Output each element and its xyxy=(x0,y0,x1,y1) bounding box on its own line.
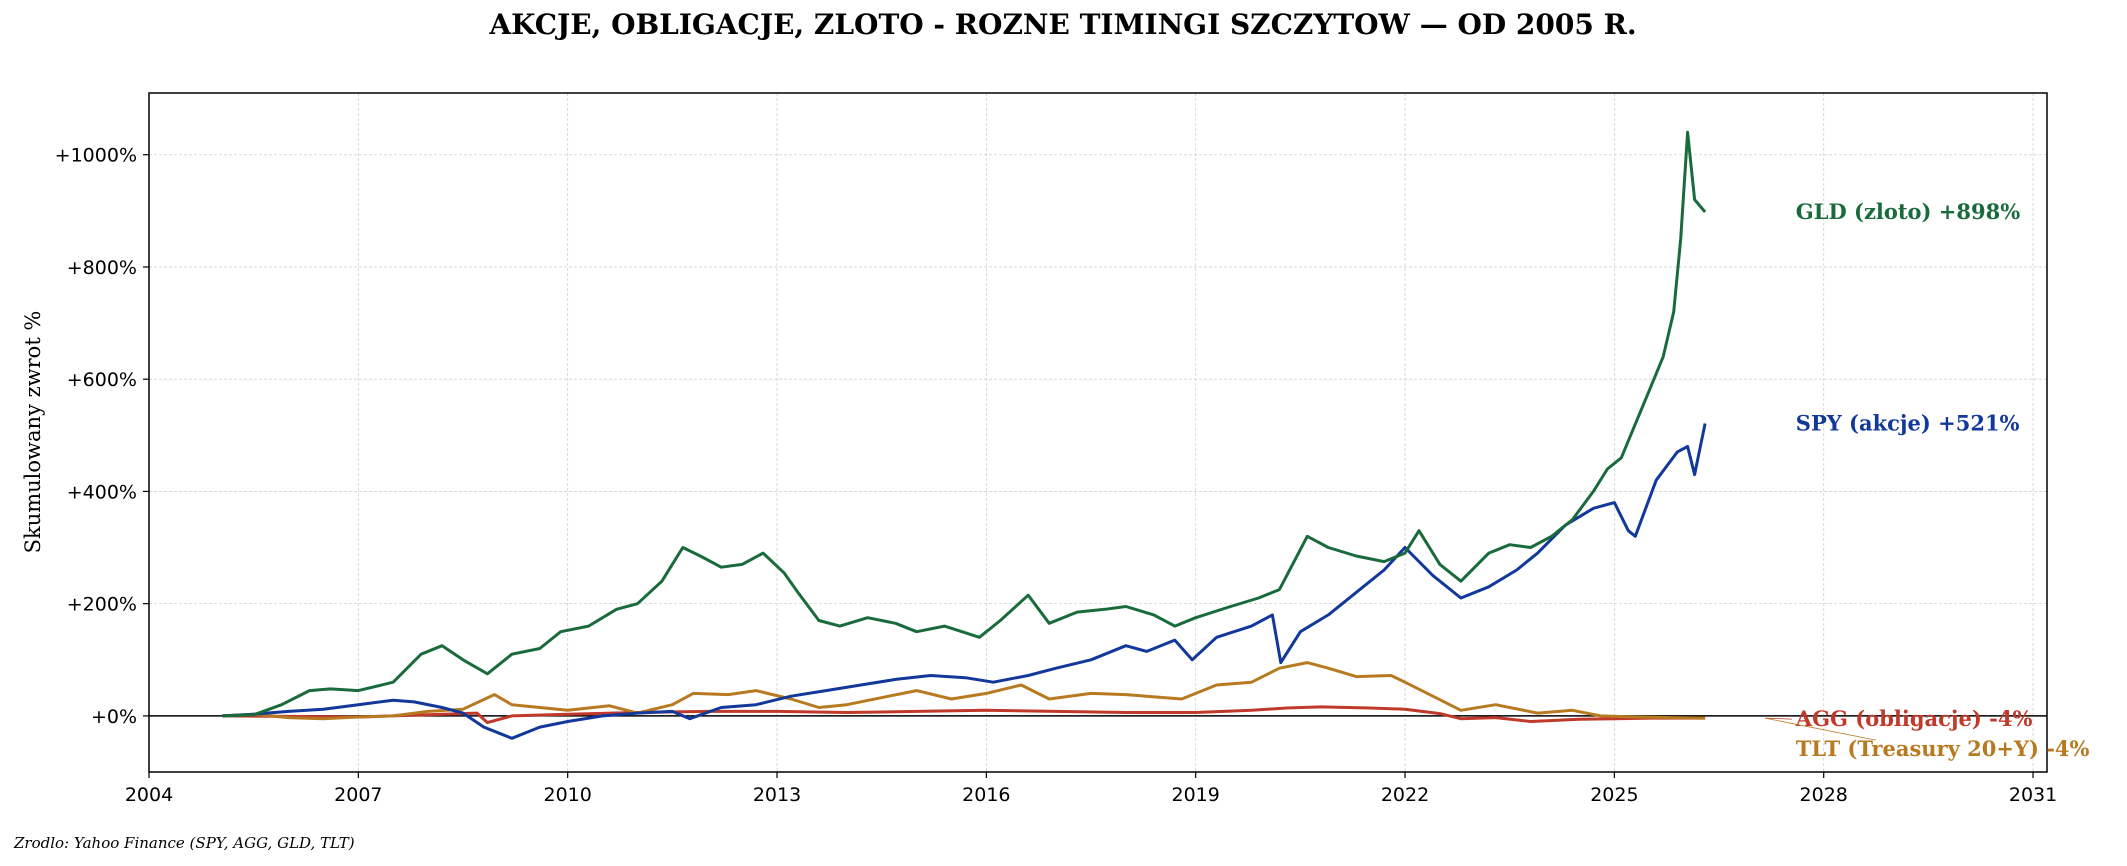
y-axis-ticks: +0% +200% +400% +600% +800% +1000% xyxy=(55,145,149,728)
end-label-tlt: TLT (Treasury 20+Y) -4% xyxy=(1796,736,2090,761)
x-tick-label: 2028 xyxy=(1800,784,1848,806)
agg-connector xyxy=(1765,717,1792,720)
series-line-tlt xyxy=(222,661,1706,721)
series-line-spy xyxy=(222,423,1707,740)
chart-title: AKCJE, OBLIGACJE, ZLOTO - ROZNE TIMINGI … xyxy=(488,8,1636,41)
y-tick-label: +200% xyxy=(67,594,137,616)
y-tick-label: +800% xyxy=(67,257,137,279)
x-tick-label: 2031 xyxy=(2009,784,2057,806)
y-tick-label: +600% xyxy=(67,369,137,391)
series-line-agg xyxy=(222,705,1706,725)
tlt-connector xyxy=(1765,717,1876,741)
source-note: Zrodlo: Yahoo Finance (SPY, AGG, GLD, TL… xyxy=(13,834,355,852)
y-tick-label: +1000% xyxy=(55,145,137,167)
y-tick-label: +400% xyxy=(67,481,137,503)
x-tick-label: 2016 xyxy=(962,784,1010,806)
x-tick-label: 2007 xyxy=(334,784,382,806)
end-label-agg: AGG (obligacje) -4% xyxy=(1795,706,2033,731)
gridlines xyxy=(148,93,2047,772)
end-label-gld: GLD (zloto) +898% xyxy=(1796,199,2020,224)
x-axis-ticks: 2004 2007 2010 2013 2016 2019 2022 2025 2028 2031 xyxy=(125,772,2057,806)
x-tick-label: 2013 xyxy=(753,784,801,806)
x-tick-label: 2025 xyxy=(1590,784,1638,806)
x-tick-label: 2004 xyxy=(125,784,173,806)
series-line-gld xyxy=(222,130,1707,718)
end-label-spy: SPY (akcje) +521% xyxy=(1796,411,2020,436)
y-tick-label: +0% xyxy=(91,706,137,728)
x-tick-label: 2010 xyxy=(543,784,591,806)
plot-frame xyxy=(148,92,2048,773)
y-axis-label: Skumulowany zwrot % xyxy=(21,311,45,554)
x-tick-label: 2019 xyxy=(1172,784,1220,806)
x-tick-label: 2022 xyxy=(1381,784,1429,806)
series-end-labels: GLD (zloto) +898% SPY (akcje) +521% TLT (T… xyxy=(1765,199,2090,761)
series-lines xyxy=(222,130,1707,740)
